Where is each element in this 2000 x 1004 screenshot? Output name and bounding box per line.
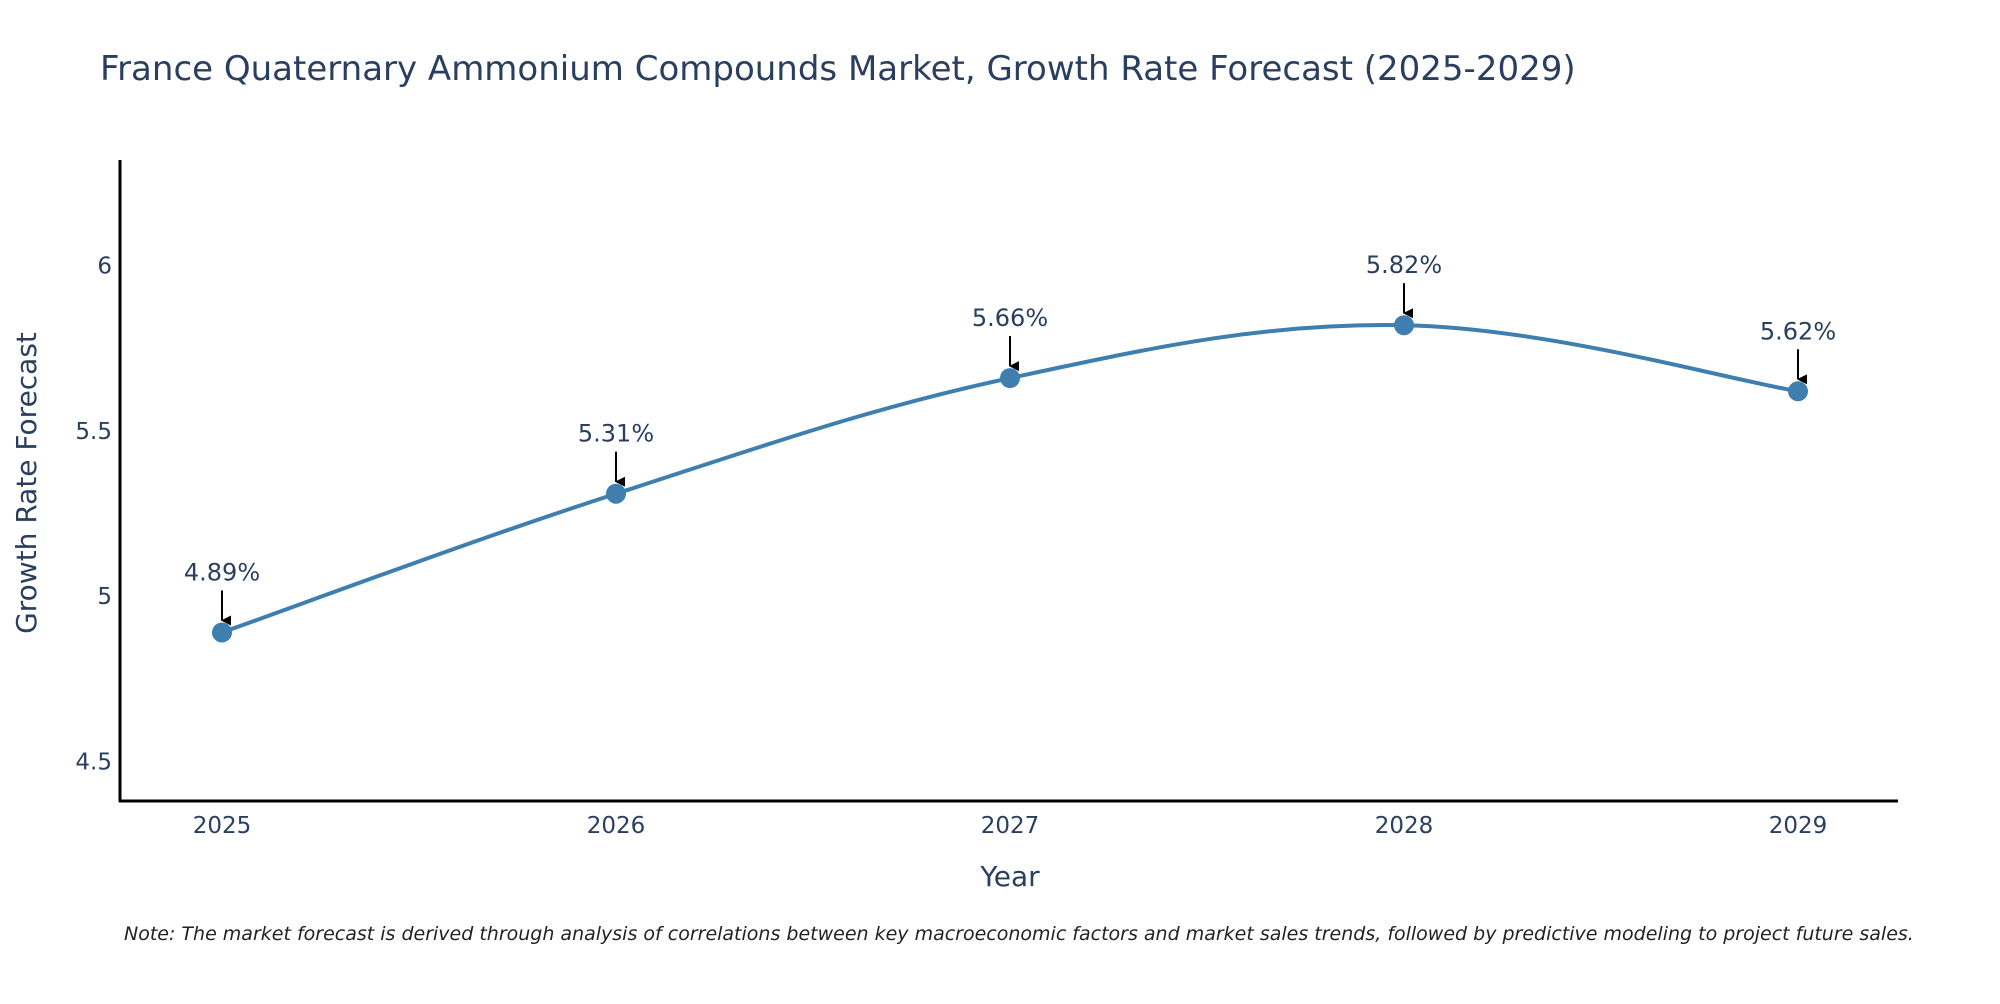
x-tick-label: 2027 xyxy=(981,813,1040,839)
y-axis-title: Growth Rate Forecast xyxy=(10,332,43,634)
x-tick-label: 2025 xyxy=(193,813,252,839)
data-label: 4.89% xyxy=(184,558,260,586)
data-point xyxy=(1000,368,1020,389)
x-axis-title: Year xyxy=(979,860,1040,893)
data-label: 5.62% xyxy=(1760,317,1836,345)
x-tick-label: 2028 xyxy=(1375,813,1434,839)
y-tick-label: 5.5 xyxy=(75,419,112,445)
data-label: 5.82% xyxy=(1366,251,1442,279)
data-point xyxy=(1788,381,1808,402)
footnote: Note: The market forecast is derived thr… xyxy=(124,923,1914,945)
data-points xyxy=(212,315,1808,643)
data-point xyxy=(212,622,232,643)
data-label: 5.31% xyxy=(578,420,654,448)
y-tick-label: 4.5 xyxy=(75,749,112,775)
x-axis-ticks: 2025 2026 2027 2028 2029 xyxy=(193,813,1828,839)
x-tick-label: 2029 xyxy=(1769,813,1828,839)
data-label: 5.66% xyxy=(972,304,1048,332)
data-annotations: 4.89% 5.31% 5.66% 5.82% 5.62% xyxy=(184,251,1836,626)
x-tick-label: 2026 xyxy=(587,813,646,839)
y-tick-label: 6 xyxy=(97,254,112,280)
chart-title: France Quaternary Ammonium Compounds Mar… xyxy=(100,49,1576,89)
data-point xyxy=(1394,315,1414,336)
y-tick-label: 5 xyxy=(97,584,112,610)
y-axis-ticks: 4.5 5 5.5 6 xyxy=(75,254,112,776)
data-point xyxy=(606,483,626,504)
